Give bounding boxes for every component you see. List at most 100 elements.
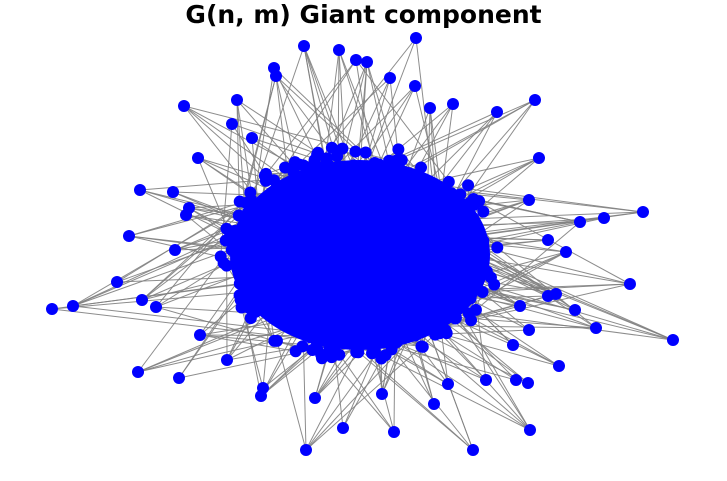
graph-node	[368, 178, 381, 191]
graph-node	[388, 426, 400, 438]
graph-node	[365, 241, 378, 254]
graph-node	[524, 424, 536, 436]
graph-node	[514, 300, 526, 312]
graph-node	[491, 241, 504, 254]
graph-node	[529, 94, 541, 106]
graph-node	[439, 183, 452, 196]
graph-node	[267, 174, 280, 187]
graph-node	[304, 161, 317, 174]
graph-node	[336, 198, 349, 211]
graph-node	[304, 331, 317, 344]
graph-node	[449, 312, 462, 325]
graph-node	[419, 257, 432, 270]
graph-node	[259, 304, 272, 317]
graph-node	[291, 190, 304, 203]
graph-node	[667, 334, 679, 346]
graph-edge	[252, 67, 275, 207]
graph-node	[450, 229, 463, 242]
graph-node	[542, 234, 554, 246]
graph-node	[401, 239, 414, 252]
graph-node	[484, 271, 497, 284]
graph-node	[349, 145, 362, 158]
graph-node	[245, 288, 258, 301]
graph-node	[368, 345, 381, 358]
graph-node	[442, 378, 454, 390]
graph-node	[464, 279, 477, 292]
graph-node	[428, 398, 440, 410]
graph-node	[434, 296, 447, 309]
graph-node	[323, 341, 336, 354]
graph-node	[324, 253, 337, 266]
graph-node	[292, 256, 305, 269]
graph-node	[574, 216, 586, 228]
graph-node	[399, 267, 412, 280]
graph-node	[309, 392, 321, 404]
graph-node	[390, 302, 403, 315]
graph-node	[344, 304, 357, 317]
graph-node	[272, 219, 285, 232]
graph-node	[297, 274, 310, 287]
graph-node	[246, 132, 258, 144]
graph-node	[409, 80, 421, 92]
graph-node	[331, 282, 344, 295]
graph-node	[462, 288, 475, 301]
graph-node	[134, 184, 146, 196]
graph-edge	[305, 351, 357, 451]
graph-node	[463, 196, 476, 209]
graph-node	[237, 274, 250, 287]
graph-node	[359, 297, 372, 310]
graph-node	[223, 231, 236, 244]
graph-node	[510, 374, 522, 386]
graph-node	[238, 248, 251, 261]
graph-node	[314, 200, 327, 213]
graph-node	[234, 294, 247, 307]
graph-node	[399, 175, 412, 188]
graph-node	[315, 185, 328, 198]
graph-node	[429, 317, 442, 330]
graph-node	[416, 219, 429, 232]
graph-node	[254, 289, 267, 302]
graph-edge	[264, 59, 357, 176]
graph-node	[415, 161, 428, 174]
graph-edge	[334, 350, 344, 429]
figure-title: G(n, m) Giant component	[185, 0, 542, 29]
graph-node	[377, 275, 390, 288]
graph-edge	[220, 123, 235, 257]
graph-node	[301, 193, 314, 206]
graph-node	[415, 231, 428, 244]
graph-node	[344, 164, 357, 177]
graph-node	[305, 221, 318, 234]
graph-node	[440, 239, 453, 252]
graph-node	[324, 301, 337, 314]
graph-node	[359, 257, 372, 270]
graph-node	[272, 310, 285, 323]
graph-node	[251, 230, 264, 243]
graph-node	[167, 186, 179, 198]
graph-node	[383, 154, 396, 167]
graph-node	[399, 252, 412, 265]
graph-node	[550, 288, 562, 300]
graph-node	[433, 253, 446, 266]
graph-node	[221, 354, 233, 366]
graph-node	[214, 250, 227, 263]
graph-node	[470, 231, 483, 244]
graph-node	[306, 240, 319, 253]
graph-node	[429, 328, 442, 341]
graph-node	[244, 186, 257, 199]
graph-node	[392, 143, 405, 156]
graph-node	[416, 340, 429, 353]
graph-node	[353, 246, 366, 259]
graph-node	[366, 210, 379, 223]
graph-node	[590, 322, 602, 334]
graph-node	[235, 222, 248, 235]
graph-edge	[199, 332, 296, 352]
graph-node	[560, 246, 572, 258]
graph-node	[523, 194, 535, 206]
graph-node	[466, 211, 479, 224]
graph-node	[329, 213, 342, 226]
graph-node	[194, 329, 206, 341]
graph-node	[393, 210, 406, 223]
graph-edge	[276, 340, 307, 451]
graph-node	[225, 244, 238, 257]
graph-node	[111, 276, 123, 288]
